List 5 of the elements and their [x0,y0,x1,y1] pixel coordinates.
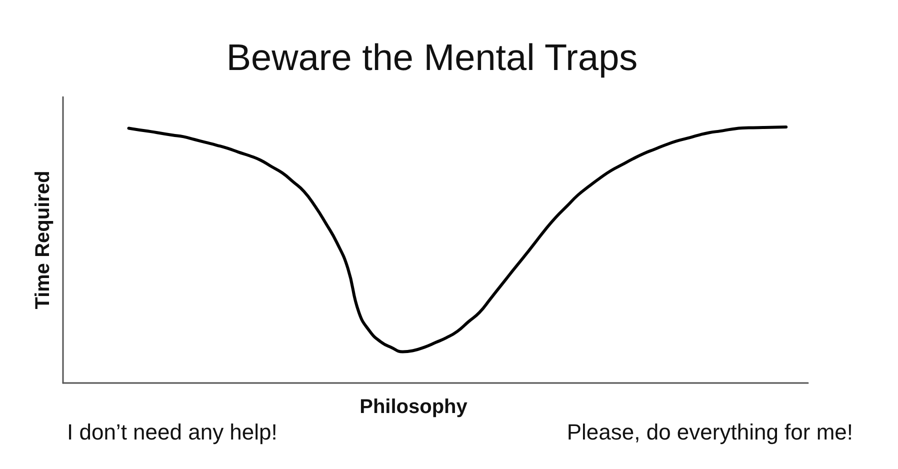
y-axis-title: Time Required [32,170,54,310]
text: Please, do everything for me! [566,420,854,444]
chart-title: Beware the Mental Traps [226,37,638,78]
text: I don’t need any help! [67,420,278,444]
x-axis-title: Philosophy [360,396,468,418]
